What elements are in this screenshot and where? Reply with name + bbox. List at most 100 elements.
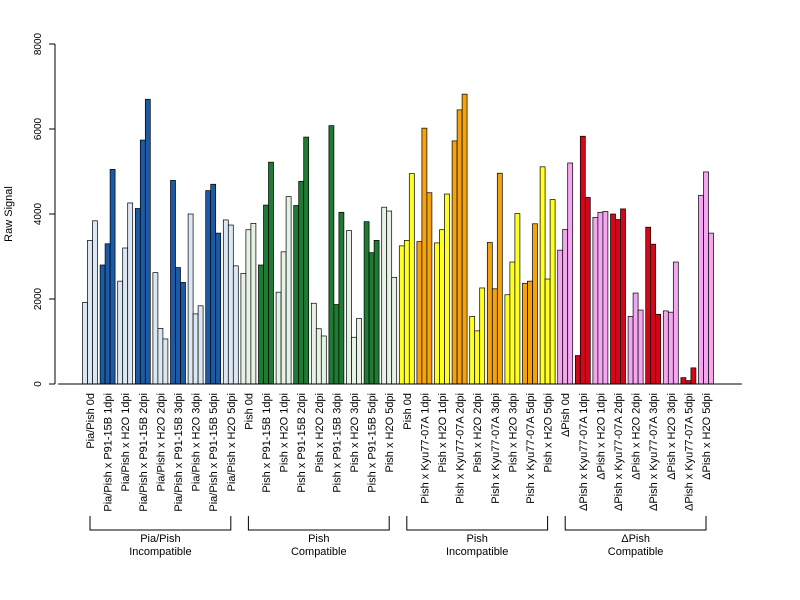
bar — [439, 229, 445, 385]
category-label: ΔPish x Kyu77-07A 5dpi — [683, 393, 695, 511]
bar — [637, 309, 644, 385]
category-label: Pish x P91-15B 1dpi — [261, 393, 273, 493]
bar — [258, 264, 264, 385]
category-label: Pia/Pish 0d — [85, 393, 97, 449]
bar — [690, 367, 697, 385]
bar — [451, 140, 458, 385]
bar — [474, 330, 481, 385]
bar — [514, 213, 521, 385]
bar — [268, 161, 274, 385]
bar — [522, 282, 528, 385]
bar — [527, 280, 533, 385]
bar — [99, 264, 106, 385]
bar — [197, 305, 204, 385]
group-bracket — [247, 516, 390, 531]
bar — [486, 242, 493, 385]
bar — [139, 139, 146, 385]
group-label-line1: Pia/Pish — [140, 533, 180, 545]
bar — [610, 213, 616, 385]
bar — [333, 304, 340, 385]
bar — [708, 232, 714, 385]
bar — [698, 194, 704, 385]
category-label: Pia/Pish x P91-15B 5dpi — [208, 393, 220, 512]
group-bracket — [564, 516, 707, 531]
bar — [227, 224, 234, 385]
bar — [398, 245, 405, 385]
bar — [232, 265, 239, 385]
bar — [157, 327, 164, 385]
bar — [645, 226, 652, 385]
category-label: Pish x Kyu77-07A 2dpi — [455, 393, 467, 504]
bar — [504, 294, 511, 385]
bar — [87, 240, 93, 385]
bar — [574, 355, 581, 385]
bar — [250, 223, 257, 385]
bar — [351, 336, 357, 385]
category-label: ΔPish x H2O 2dpi — [631, 393, 643, 480]
category-label: ΔPish 0d — [560, 393, 572, 437]
bar — [303, 136, 310, 385]
category-label: Pia/Pish x P91-15B 1dpi — [103, 393, 115, 512]
bar — [285, 196, 292, 385]
category-label: Pish x H2O 2dpi — [472, 393, 484, 472]
bar — [416, 241, 423, 385]
bar — [386, 210, 393, 385]
bar — [144, 98, 151, 385]
bar — [426, 192, 433, 385]
bar — [104, 243, 111, 385]
bar — [434, 242, 440, 385]
bar — [650, 243, 657, 385]
bar — [175, 267, 181, 385]
category-labels: Pia/Pish 0d Pia/Pish x P91-15B 1dpi Pia/Pi… — [85, 393, 713, 512]
category-label: ΔPish x Kyu77-07A 3dpi — [648, 393, 660, 511]
category-label: ΔPish x H2O 1dpi — [595, 393, 607, 480]
bar — [134, 208, 141, 385]
y-tick-label: 4000 — [33, 202, 44, 225]
bar — [579, 135, 586, 385]
bar — [557, 249, 564, 385]
bar — [655, 313, 662, 385]
category-label: Pia/Pish x H2O 5dpi — [226, 393, 238, 491]
bar — [496, 172, 503, 385]
bar — [117, 280, 124, 385]
bar — [170, 180, 176, 385]
bar — [620, 208, 626, 385]
category-label: Pia/Pish x P91-15B 3dpi — [173, 393, 185, 512]
y-tick-label: 8000 — [33, 32, 44, 55]
bar — [275, 291, 282, 385]
bar — [293, 205, 300, 385]
bar — [381, 206, 388, 385]
bar — [368, 252, 375, 385]
category-label: Pia/Pish x H2O 3dpi — [191, 393, 203, 491]
bar — [421, 127, 428, 385]
bar — [685, 380, 692, 385]
category-label: Pish x H2O 1dpi — [279, 393, 291, 472]
bar — [180, 282, 186, 385]
category-label: Pish x H2O 5dpi — [384, 393, 396, 472]
bar — [444, 193, 450, 385]
bar — [187, 213, 194, 385]
bar — [562, 228, 569, 385]
bar — [92, 220, 98, 385]
category-label: Pish x Kyu77-07A 1dpi — [419, 393, 431, 504]
bar — [122, 247, 129, 385]
category-label: Pish x H2O 2dpi — [314, 393, 326, 472]
bar — [363, 221, 370, 385]
bar — [346, 230, 352, 385]
bar — [82, 302, 88, 385]
bar — [597, 211, 604, 385]
bar — [280, 251, 287, 385]
y-tick-label: 2000 — [33, 287, 44, 310]
group-label-line2: Compatible — [291, 546, 347, 558]
bar — [205, 190, 212, 385]
bar — [532, 223, 538, 385]
bar — [549, 199, 556, 385]
y-tick-label: 6000 — [33, 117, 44, 140]
bar — [162, 338, 169, 385]
bar — [469, 316, 476, 385]
category-label: Pish 0d — [402, 393, 414, 430]
bar — [263, 204, 269, 385]
bar — [391, 276, 398, 385]
category-label: ΔPish x Kyu77-07A 1dpi — [578, 393, 590, 511]
